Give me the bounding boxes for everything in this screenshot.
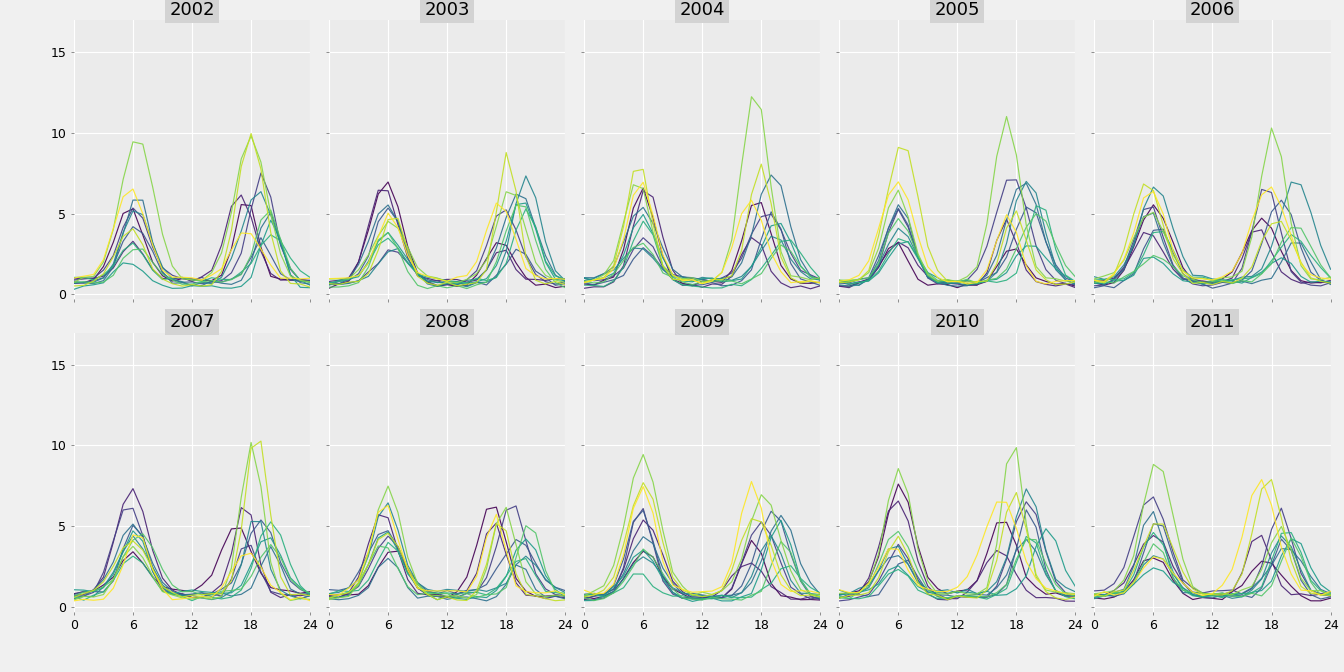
- Title: 2008: 2008: [425, 313, 470, 331]
- Title: 2004: 2004: [680, 1, 724, 19]
- Title: 2007: 2007: [169, 313, 215, 331]
- Title: 2011: 2011: [1189, 313, 1235, 331]
- Title: 2005: 2005: [934, 1, 980, 19]
- Title: 2010: 2010: [934, 313, 980, 331]
- Title: 2006: 2006: [1189, 1, 1235, 19]
- Title: 2003: 2003: [425, 1, 470, 19]
- Title: 2002: 2002: [169, 1, 215, 19]
- Title: 2009: 2009: [680, 313, 724, 331]
